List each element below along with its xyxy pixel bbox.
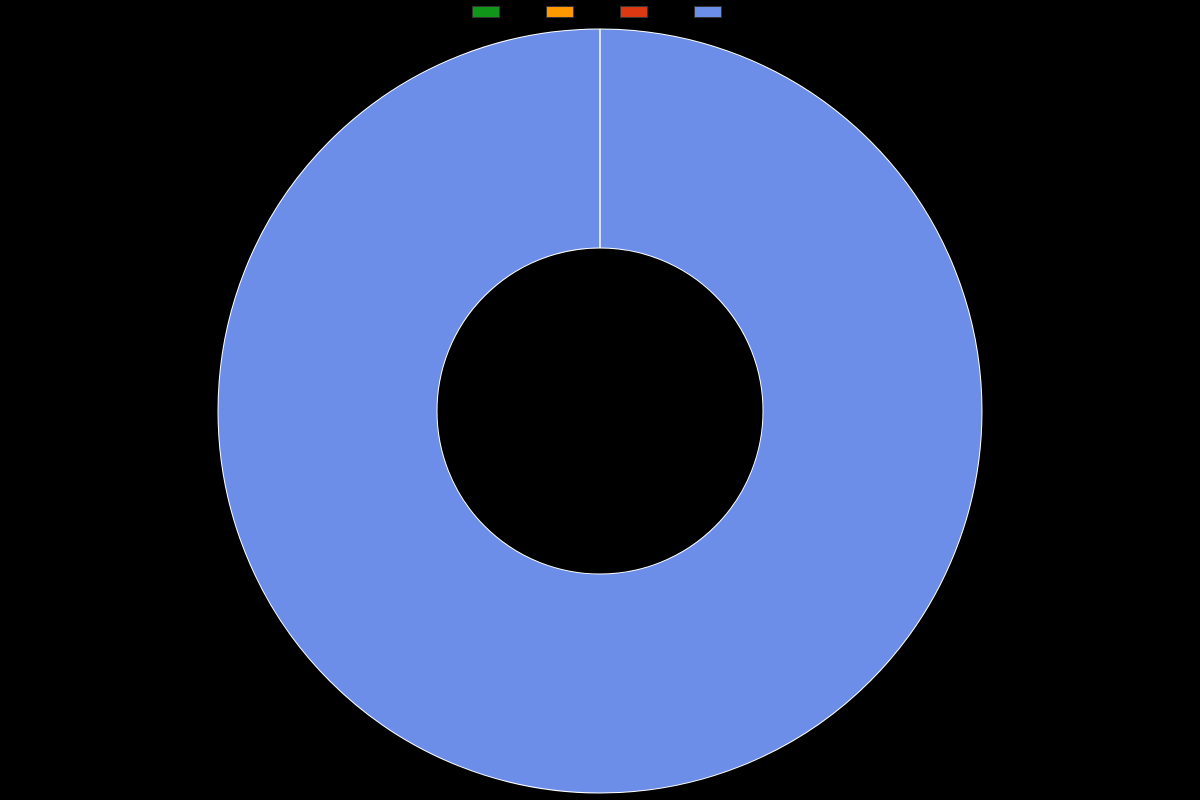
legend-item-3[interactable]: [694, 6, 728, 18]
legend-item-1[interactable]: [546, 6, 580, 18]
legend-item-2[interactable]: [620, 6, 654, 18]
legend-swatch-0: [472, 6, 500, 18]
legend-swatch-3: [694, 6, 722, 18]
legend-item-0[interactable]: [472, 6, 506, 18]
donut-chart-container: [0, 22, 1200, 800]
donut-hole: [437, 248, 763, 574]
legend-swatch-1: [546, 6, 574, 18]
legend-swatch-2: [620, 6, 648, 18]
chart-legend: [0, 6, 1200, 18]
donut-chart: [0, 22, 1200, 800]
